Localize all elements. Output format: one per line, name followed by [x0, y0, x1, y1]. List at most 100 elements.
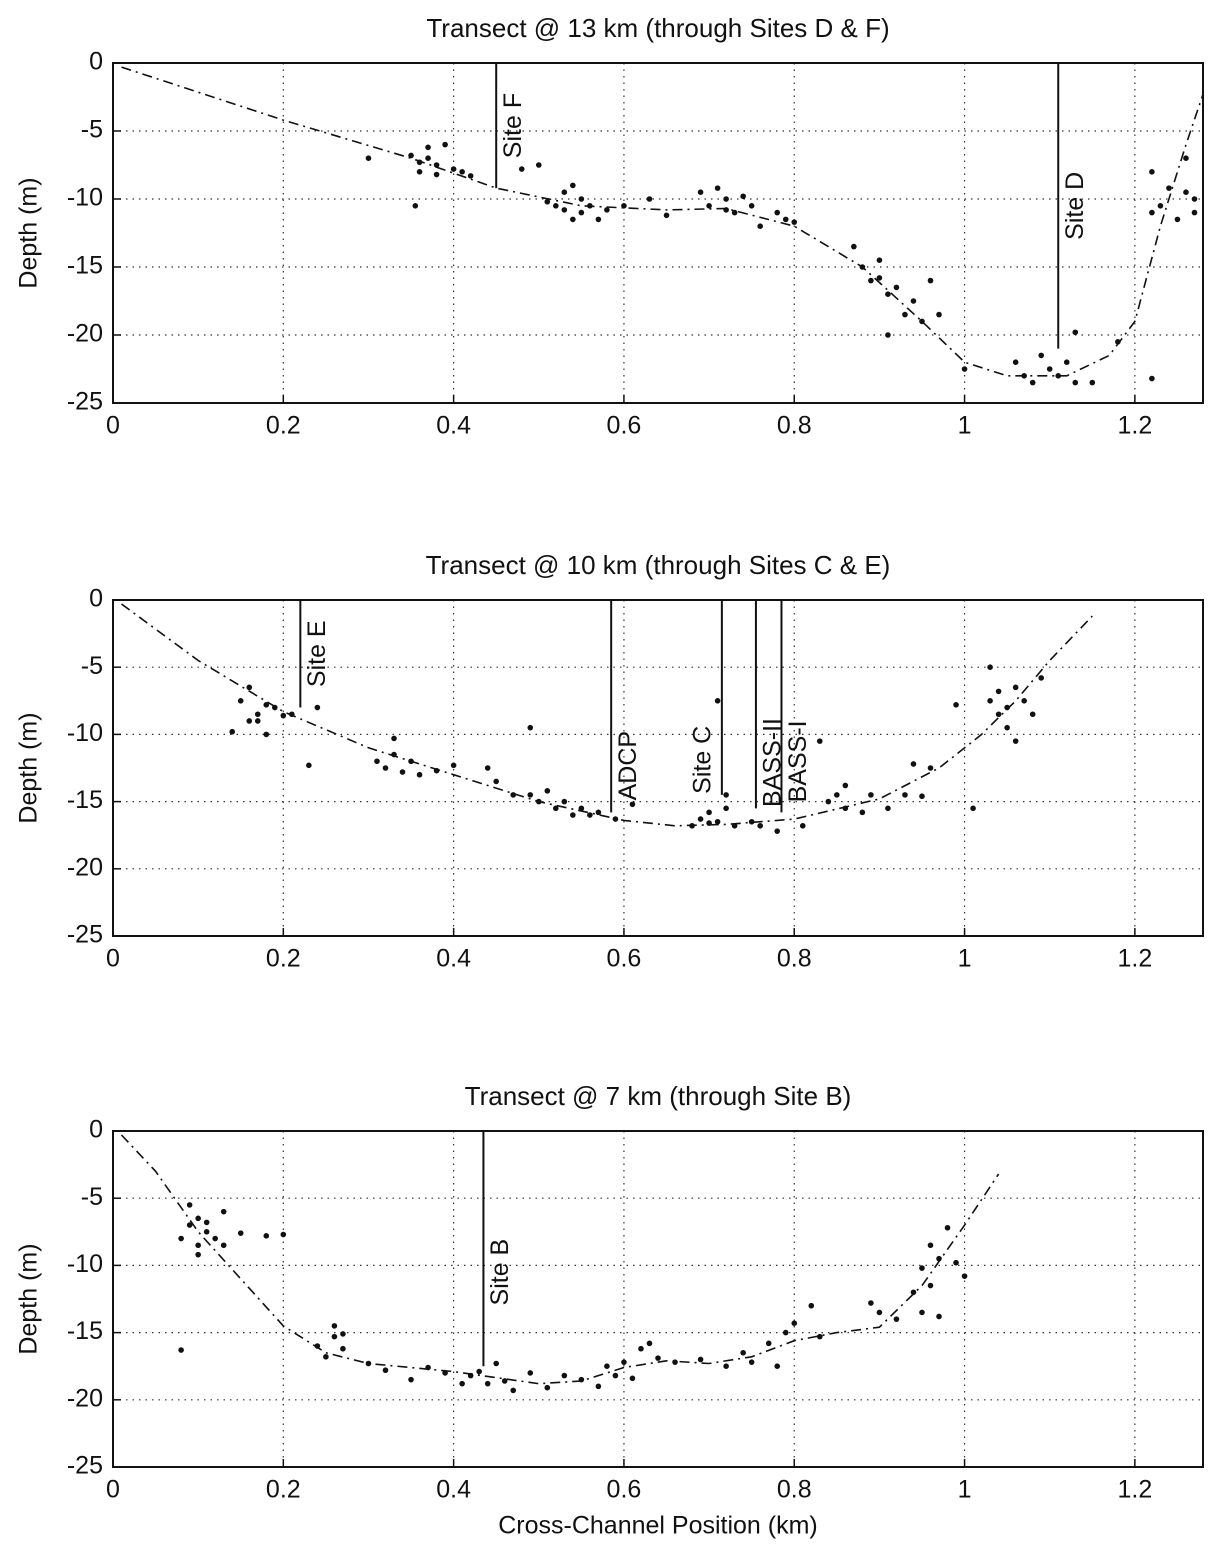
sounding-point [212, 1235, 218, 1242]
y-tick-label: -5 [81, 1183, 103, 1211]
sounding-point [876, 257, 883, 264]
sounding-point [578, 196, 585, 202]
sounding-point [527, 724, 534, 731]
sounding-point [723, 207, 729, 213]
sounding-point [220, 1208, 227, 1215]
sounding-point [1038, 675, 1045, 681]
sounding-point [408, 1376, 414, 1383]
x-axis-label: Cross-Channel Position (km) [498, 1512, 818, 1540]
site-label: Site C [688, 726, 716, 794]
sounding-point [510, 1387, 517, 1394]
y-tick-label: -15 [67, 786, 103, 814]
sounding-point [416, 159, 423, 166]
sounding-point [425, 1364, 431, 1371]
y-axis-label: Depth (m) [15, 1243, 43, 1354]
sounding-point [808, 1302, 815, 1309]
sounding-point [629, 1375, 636, 1382]
sounding-point [561, 1372, 568, 1379]
sounding-point [271, 704, 278, 711]
sounding-point [893, 1316, 900, 1322]
y-tick-label: -20 [67, 1384, 103, 1412]
sounding-point [340, 1331, 346, 1337]
sounding-point [774, 828, 781, 834]
plot-frame [112, 62, 1204, 404]
sounding-point [757, 223, 763, 229]
sounding-point [484, 1380, 491, 1387]
sounding-point [553, 203, 559, 209]
sounding-point [1004, 704, 1010, 711]
sounding-point [425, 155, 431, 161]
sounding-point [570, 216, 576, 223]
sounding-point [714, 818, 721, 825]
sounding-point [178, 1347, 184, 1353]
sounding-point [919, 1265, 925, 1271]
sounding-point [1191, 209, 1198, 216]
x-tick-label: 1.2 [1117, 1476, 1152, 1504]
sounding-point [927, 277, 934, 284]
sounding-point [527, 1370, 534, 1376]
y-tick-label: -15 [67, 1317, 103, 1345]
sounding-point [280, 712, 287, 719]
x-tick-label: 0.2 [266, 945, 301, 973]
sounding-point [306, 762, 312, 769]
x-tick-label: 0.4 [436, 945, 471, 973]
sounding-point [408, 758, 414, 765]
sounding-point [195, 1251, 201, 1258]
sounding-point [561, 189, 568, 195]
sounding-point [391, 735, 397, 742]
sounding-point [1029, 711, 1036, 718]
y-tick-label: -5 [81, 116, 103, 144]
sounding-point [987, 664, 993, 670]
y-tick-label: -10 [67, 184, 103, 212]
sounding-point [885, 291, 891, 298]
sounding-point [510, 792, 517, 798]
sounding-point [1004, 724, 1010, 731]
x-tick-label: 0.2 [266, 412, 301, 440]
sounding-point [374, 758, 380, 765]
y-tick-label: -10 [67, 1250, 103, 1278]
sounding-point [186, 1202, 193, 1208]
sounding-point [263, 1233, 270, 1239]
sounding-point [561, 207, 568, 213]
sounding-point [246, 718, 253, 724]
sounding-point [263, 731, 270, 738]
y-tick-label: 0 [89, 585, 103, 613]
sounding-point [280, 1231, 287, 1238]
sounding-point [535, 798, 542, 805]
sounding-point [578, 805, 585, 812]
sounding-point [408, 152, 414, 159]
x-tick-label: 0.6 [607, 412, 642, 440]
chart-title: Transect @ 7 km (through Site B) [465, 1081, 852, 1111]
y-tick-label: -20 [67, 853, 103, 881]
sounding-point [1149, 169, 1155, 175]
sounding-point [220, 1242, 227, 1249]
sounding-point [816, 1333, 823, 1340]
sounding-point [646, 1340, 653, 1347]
sounding-point [646, 196, 653, 202]
sounding-point [961, 1273, 968, 1279]
sounding-point [1055, 373, 1062, 379]
sounding-point [1029, 379, 1036, 386]
y-tick-label: 0 [89, 48, 103, 76]
sounding-point [859, 809, 866, 816]
sounding-point [902, 311, 908, 318]
sounding-point [876, 1309, 883, 1316]
sounding-point [433, 767, 440, 774]
sounding-point [493, 778, 500, 785]
sounding-point [748, 818, 755, 825]
sounding-point [919, 318, 925, 325]
y-tick-label: -20 [67, 320, 103, 348]
x-tick-label: 0.8 [777, 945, 812, 973]
sounding-point [723, 1363, 729, 1369]
x-tick-label: 0 [106, 1476, 120, 1504]
x-tick-label: 0 [106, 945, 120, 973]
x-tick-label: 0.6 [607, 945, 642, 973]
sounding-point [970, 805, 976, 812]
fit-line [121, 66, 1204, 377]
sounding-point [1149, 209, 1155, 216]
sounding-point [893, 284, 900, 291]
sounding-point [467, 173, 474, 179]
sounding-point [1183, 155, 1189, 161]
sounding-point [902, 792, 908, 798]
sounding-point [987, 698, 993, 704]
